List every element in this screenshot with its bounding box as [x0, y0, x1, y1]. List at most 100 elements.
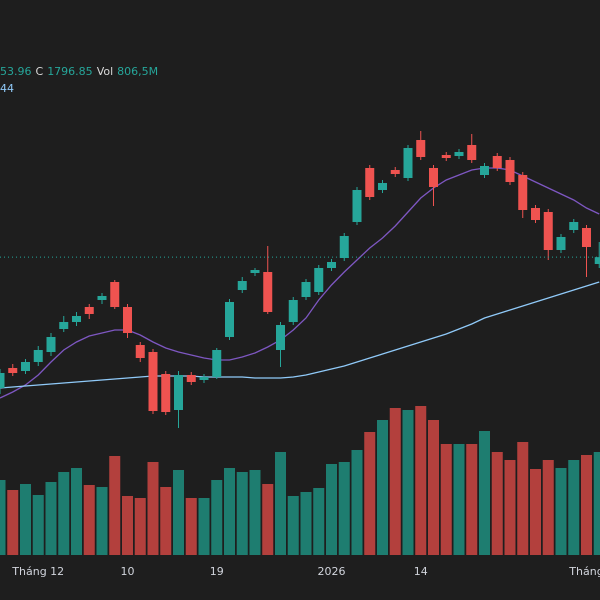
candle-body: [123, 307, 132, 333]
volume-bar: [415, 406, 427, 555]
volume-bar: [479, 431, 490, 555]
candle-body: [403, 148, 413, 178]
moving-average-line: [0, 167, 600, 399]
volume-bar: [83, 485, 95, 555]
x-tick-label: 19: [210, 565, 224, 578]
legend-text: Vol: [97, 65, 113, 78]
candle-body: [225, 302, 234, 337]
x-tick-label: 10: [121, 565, 135, 578]
candle-body: [186, 375, 196, 382]
volume-bar: [185, 498, 197, 555]
candle-body: [8, 368, 18, 373]
candle-body: [0, 373, 5, 388]
candle-body: [33, 350, 43, 362]
moving-average-line: [0, 281, 600, 389]
volume-bar: [517, 442, 529, 555]
legend-text: 53.96: [0, 65, 32, 78]
ma-label: 44: [0, 82, 14, 95]
volume-bar: [530, 469, 541, 555]
volume-bar: [275, 452, 286, 555]
x-tick-label: Tháng 12: [11, 565, 64, 578]
candle-body: [135, 345, 145, 358]
volume-bar: [20, 484, 31, 555]
candle-layer: [0, 131, 600, 428]
volume-bar: [198, 498, 210, 555]
volume-layer: [0, 406, 600, 555]
volume-bar: [160, 487, 172, 555]
volume-bar: [236, 472, 248, 555]
volume-bar: [568, 460, 580, 555]
x-tick-label: Tháng: [568, 565, 600, 578]
volume-bar: [262, 484, 274, 555]
candle-body: [84, 307, 94, 314]
volume-bar: [134, 498, 146, 555]
candle-body: [97, 296, 107, 300]
volume-bar: [351, 450, 363, 555]
volume-bar: [440, 444, 452, 555]
candle-body: [505, 160, 515, 182]
volume-bar: [593, 452, 600, 555]
candle-body: [594, 257, 600, 264]
volume-bar: [71, 468, 82, 555]
volume-bar: [555, 468, 567, 555]
volume-bar: [249, 470, 261, 555]
volume-bar: [0, 480, 6, 555]
volume-bar: [364, 432, 376, 555]
volume-bar: [173, 470, 184, 555]
candle-body: [556, 237, 566, 250]
candle-body: [543, 212, 553, 250]
volume-bar: [32, 495, 44, 555]
candle-body: [72, 316, 81, 322]
volume-bar: [313, 488, 325, 555]
candle-body: [237, 281, 247, 290]
candle-body: [148, 352, 158, 411]
candle-body: [174, 375, 183, 410]
candle-body: [365, 168, 375, 197]
legend-text: 1796.85: [47, 65, 93, 78]
candle-body: [250, 270, 260, 273]
candle-body: [21, 362, 30, 371]
candle-body: [531, 208, 540, 220]
candle-body: [352, 190, 362, 222]
volume-bar: [211, 480, 223, 555]
x-tick-label: 2026: [318, 565, 346, 578]
candle-body: [327, 262, 336, 268]
volume-bar: [300, 492, 312, 555]
legend-text: C: [36, 65, 44, 78]
volume-bar: [287, 496, 299, 555]
candle-body: [582, 228, 591, 247]
volume-bar: [428, 420, 439, 555]
candle-body: [276, 325, 285, 350]
volume-bar: [377, 420, 388, 555]
volume-bar: [453, 444, 465, 555]
candle-body: [199, 377, 209, 380]
candle-body: [288, 300, 298, 322]
candle-body: [454, 152, 464, 156]
candle-body: [59, 322, 69, 329]
candle-body: [569, 222, 579, 230]
candle-body: [212, 350, 222, 377]
candle-body: [378, 183, 387, 190]
candle-body: [492, 156, 502, 168]
volume-bar: [466, 444, 478, 555]
volume-bar: [7, 490, 19, 555]
volume-bar: [58, 472, 70, 555]
volume-bar: [109, 456, 121, 555]
volume-bar: [504, 460, 516, 555]
candle-body: [518, 175, 528, 210]
ma-layer: [0, 167, 600, 399]
candle-body: [263, 272, 273, 312]
candle-body: [301, 282, 311, 297]
volume-bar: [96, 487, 108, 555]
label-layer: Tháng 121019202614Tháng53.96C1796.85Vol8…: [0, 65, 600, 578]
candle-body: [390, 170, 400, 174]
candle-body: [314, 268, 324, 292]
x-tick-label: 14: [414, 565, 428, 578]
candle-body: [429, 168, 438, 187]
volume-bar: [45, 482, 57, 555]
volume-bar: [389, 408, 401, 555]
volume-bar: [581, 455, 592, 555]
candle-body: [110, 282, 120, 307]
